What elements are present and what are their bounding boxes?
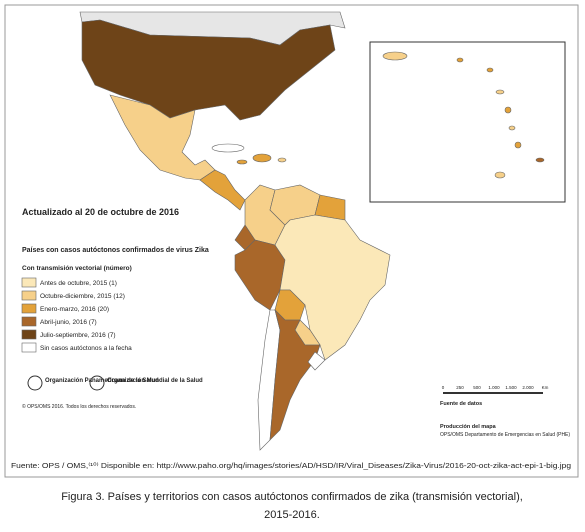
production-title: Producción del mapa: [440, 424, 497, 430]
usa: [81, 19, 336, 121]
legend-subtitle: Con transmisión vectorial (número): [22, 265, 132, 272]
uruguay: [307, 351, 326, 371]
island: [495, 89, 505, 95]
inset-frame: [369, 41, 566, 203]
inset: [369, 41, 566, 203]
scale-bar: [443, 392, 543, 394]
island: [486, 67, 494, 73]
logo-oms: Organización Mundial de la Salud: [107, 378, 203, 384]
data-source-title: Fuente de datos: [440, 401, 482, 407]
logo-ops: Organización Panamericana de la Salud: [45, 378, 159, 384]
island: [382, 51, 408, 61]
scale-label: 1.000: [488, 385, 500, 390]
island: [456, 57, 464, 63]
legend-swatch: [21, 277, 37, 288]
legend-label: Abril-junio, 2016 (7): [40, 319, 97, 326]
legend-label: Julio-septiembre, 2016 (7): [40, 332, 116, 339]
caption: 2015-2016.: [264, 509, 320, 521]
jamaica: [236, 159, 248, 165]
scale-label: 0: [442, 385, 445, 390]
legend-label: Enero-marzo, 2016 (20): [40, 306, 109, 313]
legend: Antes de octubre, 2015 (1) Octubre-diciem…: [21, 277, 132, 353]
scale-label: 2.000: [522, 385, 534, 390]
scale-label: 500: [473, 385, 481, 390]
legend-swatch: [21, 316, 37, 327]
legend-swatch: [21, 329, 37, 340]
scale-label: 250: [456, 385, 464, 390]
logo-oms-icon: [89, 375, 105, 391]
copyright: © OPS/OMS 2016. Todos los derechos reser…: [22, 403, 136, 410]
legend-swatch: [21, 303, 37, 314]
legend-label: Octubre-diciembre, 2015 (12): [40, 293, 125, 300]
scale-label: 1.500: [505, 385, 517, 390]
legend-title: Países con casos autóctonos confirmados …: [22, 247, 209, 254]
island: [535, 157, 545, 163]
mexico: [109, 94, 216, 181]
island: [508, 125, 516, 131]
hispaniola: [252, 153, 272, 163]
island: [494, 171, 506, 179]
production: OPS/OMS Departamento de Emergencias en S…: [440, 432, 570, 438]
legend-label: Sin casos autóctonos a la fecha: [40, 345, 132, 352]
updated: Actualizado al 20 de octubre de 2016: [22, 207, 179, 217]
island: [514, 141, 522, 149]
island: [504, 106, 512, 114]
source: Fuente: OPS / OMS,⁽¹⁰⁾ Disponible en: ht…: [11, 461, 571, 470]
logo-ops-icon: [27, 375, 43, 391]
scale-label: Km: [542, 385, 549, 390]
legend-label: Antes de octubre, 2015 (1): [40, 280, 117, 287]
cuba: [211, 143, 245, 153]
peru: [234, 239, 286, 311]
legend-swatch: [21, 342, 37, 353]
puerto-rico: [277, 157, 287, 163]
map: [79, 11, 391, 451]
caption: Figura 3. Países y territorios con casos…: [61, 491, 523, 503]
argentina: [269, 309, 321, 441]
legend-swatch: [21, 290, 37, 301]
scale: 0 250 500 1.000 1.500 2.000 Km: [442, 385, 549, 394]
